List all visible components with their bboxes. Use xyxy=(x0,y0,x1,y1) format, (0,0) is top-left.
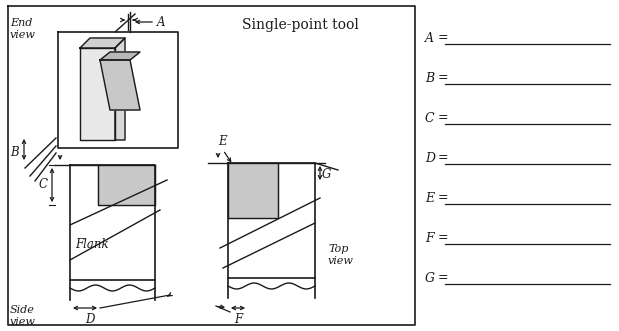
Text: A: A xyxy=(425,31,434,44)
Polygon shape xyxy=(228,163,278,218)
Text: =: = xyxy=(438,152,449,165)
Text: =: = xyxy=(438,31,449,44)
Text: D: D xyxy=(425,152,435,165)
Text: A: A xyxy=(157,16,165,28)
Text: G: G xyxy=(322,168,331,181)
Text: Flank: Flank xyxy=(75,239,108,252)
Text: B: B xyxy=(425,71,434,84)
Text: C: C xyxy=(425,112,435,124)
Text: End
view: End view xyxy=(10,18,36,40)
Text: D: D xyxy=(85,313,94,326)
Text: G: G xyxy=(425,271,435,285)
Text: Single-point tool: Single-point tool xyxy=(241,18,358,32)
Text: =: = xyxy=(438,271,449,285)
Text: F: F xyxy=(234,313,242,326)
Text: =: = xyxy=(438,112,449,124)
Text: E: E xyxy=(218,135,227,148)
Text: F: F xyxy=(425,231,434,245)
Text: E: E xyxy=(425,192,434,205)
Text: Side
view: Side view xyxy=(10,305,36,327)
Text: =: = xyxy=(438,71,449,84)
Text: Top
view: Top view xyxy=(328,244,354,266)
Polygon shape xyxy=(80,48,115,140)
Polygon shape xyxy=(80,38,125,48)
Text: C: C xyxy=(39,178,48,192)
Text: =: = xyxy=(438,231,449,245)
Polygon shape xyxy=(115,38,125,140)
Polygon shape xyxy=(100,52,140,60)
Text: =: = xyxy=(438,192,449,205)
Text: B: B xyxy=(10,147,19,160)
Polygon shape xyxy=(98,165,155,205)
Polygon shape xyxy=(100,60,140,110)
